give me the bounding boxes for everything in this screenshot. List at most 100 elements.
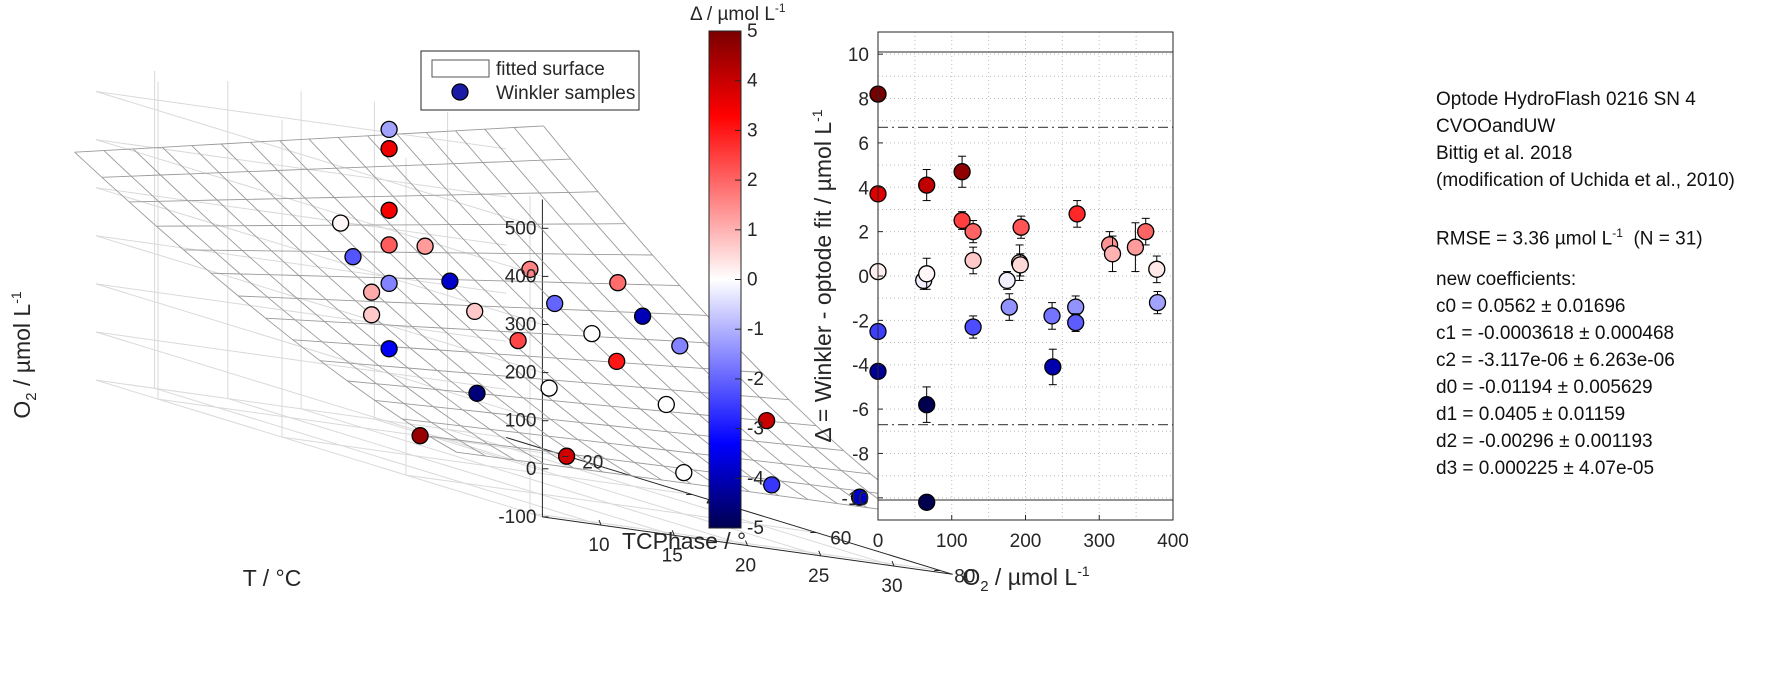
residual-y-tick-label: 2: [858, 223, 869, 244]
winkler-sample-point: [757, 411, 776, 430]
colorbar-tick-label: -1: [747, 319, 764, 340]
surface-mesh-line: [429, 435, 899, 497]
floor-gridline: [227, 398, 675, 536]
residual-y-tick-label: 8: [858, 90, 869, 111]
floor-gridline: [157, 398, 569, 457]
winkler-sample-point: [546, 294, 564, 313]
floor-gridline: [154, 387, 602, 526]
surface-mesh-line: [347, 380, 817, 427]
residual-point: [964, 251, 982, 270]
winkler-sample-point: [380, 201, 398, 219]
winkler-sample-point: [850, 488, 869, 506]
colorbar-tick-label: -2: [747, 369, 764, 390]
residual-x-tick-label: 0: [873, 531, 884, 552]
winkler-sample-point: [583, 324, 601, 343]
info-optode: Optode HydroFlash 0216 SN 4: [1436, 89, 1696, 110]
winkler-sample-point: [380, 120, 398, 139]
colorbar-tick-label: -5: [747, 518, 764, 539]
residual-x-tick-label: 200: [1010, 531, 1042, 552]
colorbar-tick-label: 5: [747, 21, 758, 42]
winkler-sample-point: [633, 307, 652, 325]
info-d2: d2 = -0.00296 ± 0.001193: [1436, 431, 1653, 453]
x-axis-label: T / °C: [243, 565, 302, 591]
colorbar-tick-label: 1: [747, 220, 758, 241]
floor-gridline: [529, 512, 941, 571]
residual-point: [1044, 358, 1062, 376]
residual-point: [918, 493, 936, 511]
surface-mesh-line: [456, 451, 926, 516]
residual-y-tick-label: -2: [852, 311, 869, 332]
residual-y-tick-label: 10: [848, 45, 869, 66]
y-tick-label: 80: [954, 567, 975, 588]
winkler-sample-point: [540, 379, 558, 397]
surface-mesh-line: [292, 339, 762, 373]
info-d3: d3 = 0.000225 ± 4.07e-05: [1436, 458, 1655, 480]
z-tick-label: 100: [505, 411, 537, 432]
residual-y-tick-label: -4: [852, 356, 869, 377]
residual-point: [964, 222, 982, 241]
floor-gridline: [374, 418, 821, 557]
surface-mesh-line: [156, 223, 626, 227]
back-wall-gridline: [95, 379, 543, 518]
winkler-sample-point: [362, 283, 381, 301]
residual-x-tick-label: 100: [936, 531, 968, 552]
winkler-sample-point: [380, 340, 398, 358]
x-tick-mark: [598, 519, 602, 526]
winkler-sample-point: [416, 237, 434, 255]
y-axis-label: TCPhase / °: [622, 528, 746, 554]
colorbar-tick-label: 4: [747, 71, 758, 92]
winkler-sample-point: [441, 272, 459, 290]
residual-point: [1012, 218, 1030, 236]
residual-point: [953, 163, 971, 181]
winkler-sample-point: [468, 384, 486, 402]
legend-sample-marker: [451, 83, 469, 101]
residual-point: [964, 318, 982, 336]
residual-x-axis-label: O2 / µmol L-1: [962, 563, 1090, 595]
floor-gridline: [300, 408, 748, 547]
floor-gridline: [447, 428, 895, 567]
info-d0: d0 = -0.01194 ± 0.005629: [1436, 377, 1653, 399]
winkler-sample-point: [331, 214, 350, 232]
info-dataset: CVOOandUW: [1436, 116, 1556, 137]
x-tick-label: 10: [588, 535, 609, 556]
residual-point: [1011, 256, 1029, 274]
z-tick-label: 500: [505, 218, 537, 239]
winkler-sample-point: [344, 248, 362, 266]
residual-point: [1000, 298, 1018, 316]
x-tick-mark: [671, 530, 675, 536]
winkler-sample-point: [380, 274, 398, 293]
floor-gridline: [281, 436, 693, 495]
y-tick-label: 60: [830, 529, 851, 550]
residual-y-tick-label: 0: [858, 267, 869, 288]
residual-plot-frame: [877, 31, 1174, 521]
colorbar-ticks: 5 4 3 2 1 0 -1 -2 -3 -4 -5: [735, 21, 764, 539]
fitted-surface-mesh: [74, 125, 926, 516]
residual-point: [918, 265, 936, 283]
surface-mesh-line: [101, 158, 571, 178]
residual-point: [918, 176, 936, 194]
residual-point: [1148, 260, 1166, 278]
z-tick-label: 300: [505, 315, 537, 336]
winkler-sample-point: [411, 427, 429, 445]
colorbar-tick-label: 3: [747, 120, 758, 141]
colorbar: 5 4 3 2 1 0 -1 -2 -3 -4 -5 Δ / µmol L-1: [690, 1, 786, 539]
info-c2: c2 = -3.117e-06 ± 6.263e-06: [1436, 350, 1675, 372]
colorbar-tick-label: 2: [747, 170, 758, 191]
residual-x-tick-label: 400: [1157, 531, 1189, 552]
y-tick-label: 20: [582, 453, 603, 474]
info-reference: Bittig et al. 2018: [1436, 143, 1573, 164]
colorbar-tick-label: -3: [747, 419, 764, 440]
colorbar-tick-label: 0: [747, 270, 758, 291]
residual-x-tick-label: 300: [1083, 531, 1115, 552]
winkler-sample-point: [521, 260, 539, 279]
residual-point: [1067, 313, 1085, 332]
residual-point: [1068, 205, 1086, 223]
back-wall-gridline: [95, 283, 543, 422]
winkler-sample-point: [509, 331, 527, 350]
legend-sample-label: Winkler samples: [496, 83, 635, 104]
x-tick-label: 30: [881, 576, 902, 597]
winkler-sample-points: [331, 120, 869, 506]
info-coef-header: new coefficients:: [1436, 269, 1577, 291]
residual-point: [918, 396, 936, 414]
